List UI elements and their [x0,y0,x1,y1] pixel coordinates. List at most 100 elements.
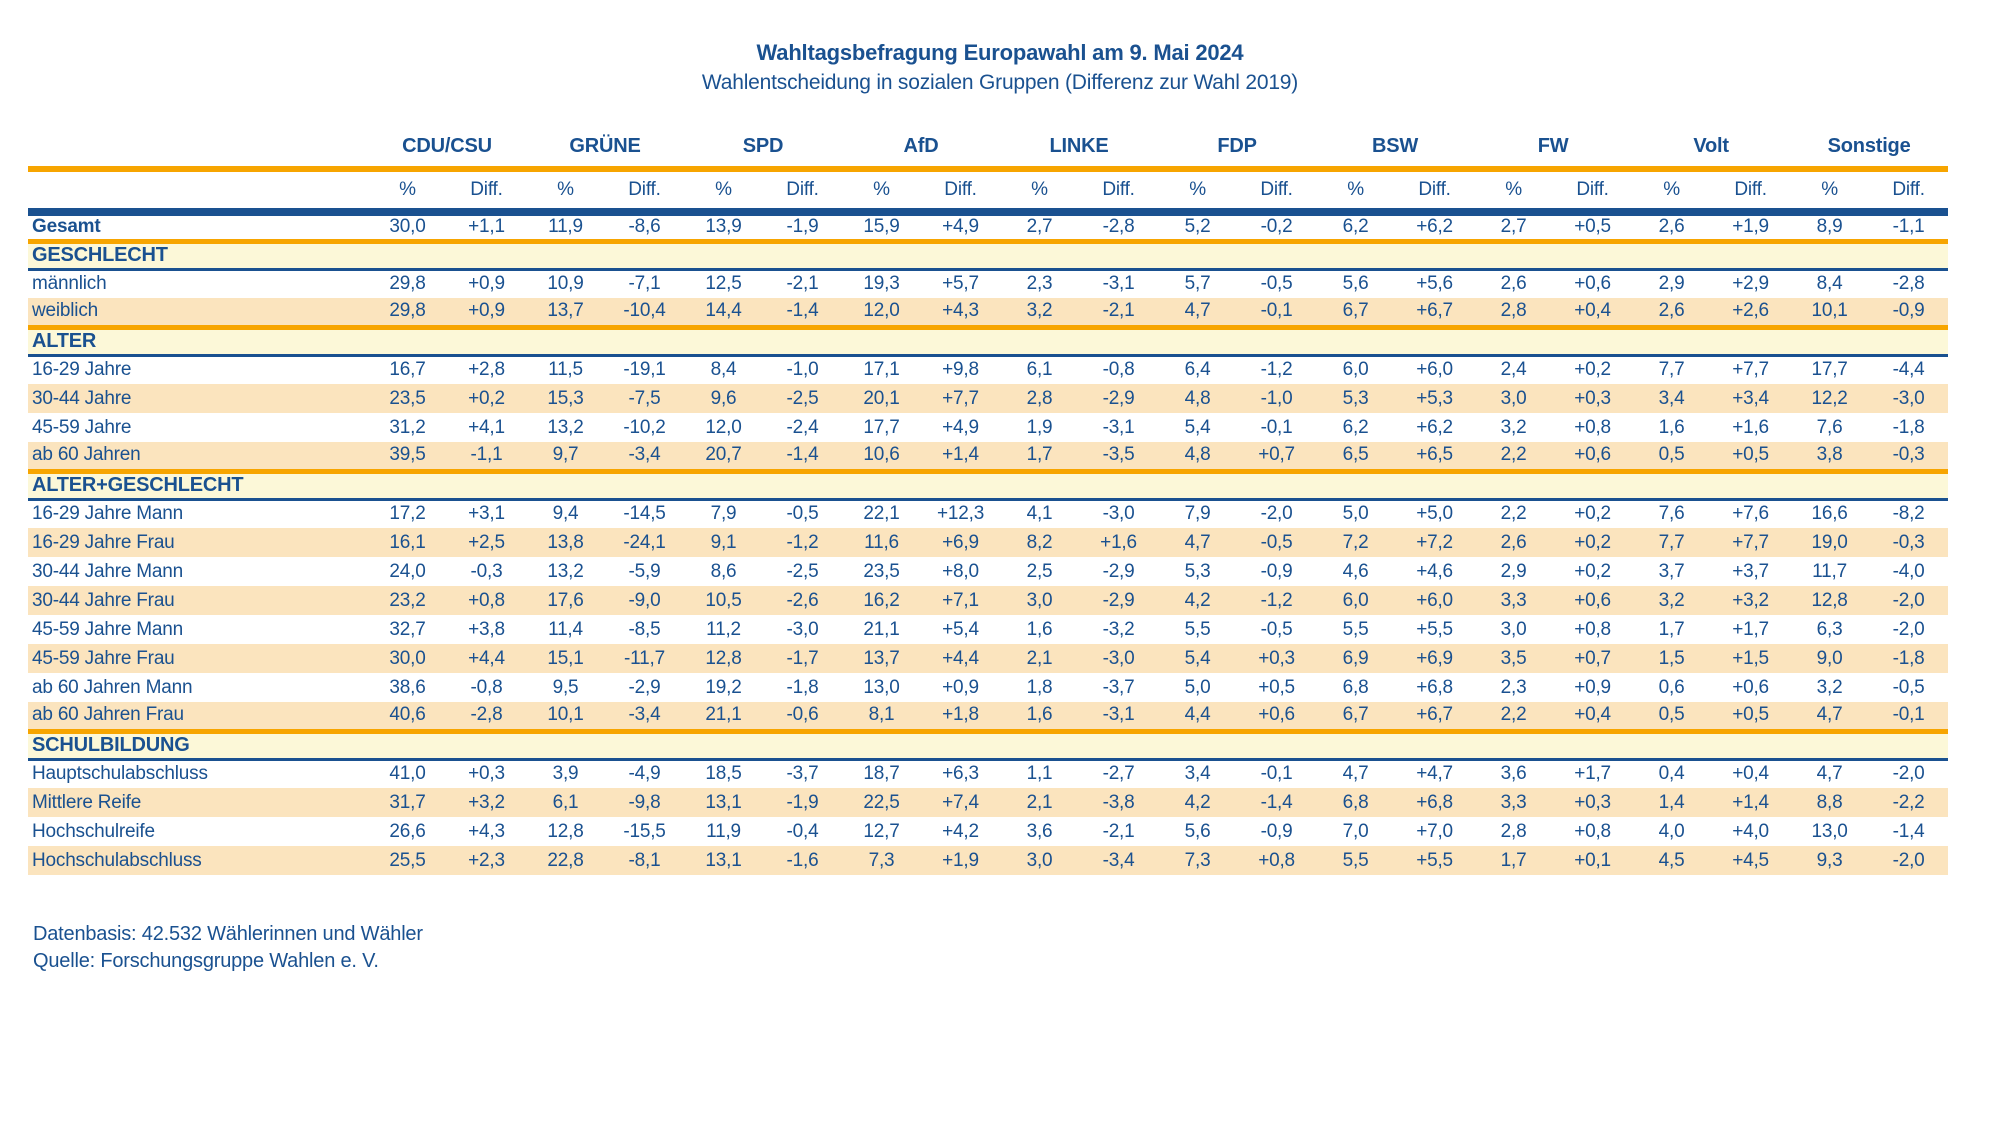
value-volt-percent: 7,6 [1658,503,1685,525]
value-fdp-diff: -0,1 [1260,763,1293,785]
party-header-spd: SPD [684,131,843,172]
value-afd-diff: +4,2 [942,820,979,842]
value-linke-percent: 3,0 [1000,846,1080,875]
value-spd-diff: -3,0 [786,618,819,640]
row-label: Hochschulreife [32,820,155,842]
value-cdu-csu-diff: +0,2 [447,384,526,413]
value-sonstige-percent: 17,7 [1811,359,1848,381]
value-volt-percent: 1,4 [1632,788,1712,817]
value-fw-percent: 2,2 [1474,442,1554,474]
value-gruene-diff: -7,5 [605,384,685,413]
value-bsw-diff: +6,7 [1395,702,1475,734]
row-label: weiblich [28,298,368,330]
value-bsw-diff: +5,5 [1416,618,1453,640]
value-gruene-diff: -8,1 [605,846,685,875]
value-linke-diff: -2,9 [1102,560,1135,582]
value-afd-percent: 11,6 [842,528,922,557]
value-gruene-percent: 10,9 [547,273,584,295]
row-label: 30-44 Jahre [28,384,368,413]
value-volt-diff: +1,6 [1732,416,1769,438]
value-afd-diff: +1,8 [921,702,1001,734]
value-spd-diff: -1,2 [763,528,843,557]
value-spd-percent: 12,0 [705,416,742,438]
section-banner-row: GESCHLECHT [28,241,1949,271]
table-row-mittlere-reife: Mittlere Reife 31,7 +3,2 6,1 -9,8 13,1 -1,9 22,… [28,788,1949,817]
value-spd-percent: 14,4 [684,298,764,330]
value-gruene-percent: 13,2 [547,560,584,582]
subheader-percent-linke: % [1000,169,1080,216]
value-fw-diff: +0,6 [1574,273,1611,295]
party-header-gruene: GRÜNE [526,131,685,172]
value-linke-percent: 1,6 [1026,618,1053,640]
value-fw-percent: 2,6 [1474,528,1554,557]
value-spd-percent: 9,1 [684,528,764,557]
row-label: ab 60 Jahren [28,442,368,474]
value-fdp-diff: -1,2 [1237,586,1317,615]
value-spd-diff: -0,4 [786,820,819,842]
value-bsw-diff: +6,2 [1416,416,1453,438]
value-fdp-percent: 4,7 [1158,528,1238,557]
value-fdp-diff: -1,4 [1237,788,1317,817]
value-sonstige-percent: 4,7 [1790,702,1870,734]
value-bsw-diff: +6,9 [1395,644,1475,673]
party-header-linke: LINKE [1000,131,1159,172]
value-gruene-percent: 22,8 [526,846,605,875]
row-label: 30-44 Jahre Mann [32,560,184,582]
value-fdp-percent: 5,3 [1184,560,1211,582]
value-linke-diff: -3,5 [1079,442,1159,474]
page-subtitle: Wahlentscheidung in sozialen Gruppen (Di… [701,71,1299,94]
value-cdu-csu-percent: 30,0 [368,644,447,673]
value-linke-diff: -3,1 [1102,273,1135,295]
value-sonstige-percent: 12,8 [1790,586,1870,615]
value-volt-diff: +1,4 [1711,788,1791,817]
value-afd-diff: +7,7 [921,384,1001,413]
table-row-hauptschulabschluss: Hauptschulabschluss 41,0 +0,3 3,9 -4,9 18,5 -3… [28,759,1948,788]
value-spd-diff: -1,6 [763,846,843,875]
value-fw-diff: +0,2 [1574,359,1611,381]
value-spd-percent: 13,9 [684,212,764,244]
value-gruene-diff: -3,4 [605,702,685,734]
row-label: 16-29 Jahre [32,359,132,381]
value-bsw-percent: 4,6 [1342,560,1369,582]
row-label: ab 60 Jahren Frau [28,702,368,734]
value-sonstige-diff: -0,3 [1869,528,1949,557]
value-afd-percent: 17,7 [863,416,900,438]
value-gruene-percent: 12,8 [547,820,584,842]
value-spd-percent: 12,8 [684,644,764,673]
value-afd-percent: 20,1 [842,384,922,413]
value-gruene-diff: -8,5 [628,618,661,640]
value-linke-percent: 2,5 [1026,560,1053,582]
value-sonstige-percent: 16,6 [1811,503,1848,525]
value-fdp-diff: -1,2 [1260,359,1293,381]
value-linke-percent: 2,1 [1000,788,1080,817]
value-cdu-csu-diff: +2,5 [447,528,526,557]
value-linke-diff: -2,9 [1079,384,1159,413]
row-label: Gesamt [28,212,368,244]
value-volt-percent: 3,4 [1632,384,1712,413]
data-basis-note: Datenbasis: 42.532 Wählerinnen und Wähle… [33,923,423,945]
value-spd-percent: 21,1 [684,702,764,734]
value-fw-diff: +0,3 [1553,384,1633,413]
value-linke-diff: -2,1 [1079,298,1159,330]
row-label: Mittlere Reife [28,788,368,817]
table-row-ab-60-jahren-frau: ab 60 Jahren Frau 40,6 -2,8 10,1 -3,4 21,1 -0,… [28,702,1949,734]
value-spd-percent: 19,2 [705,676,742,698]
subheader-diff-volt: Diff. [1711,169,1791,216]
value-volt-diff: +4,0 [1732,820,1769,842]
value-bsw-diff: +5,0 [1416,503,1453,525]
value-fdp-percent: 4,2 [1158,788,1238,817]
subheader-percent-bsw: % [1316,169,1396,216]
table-row-hochschulabschluss: Hochschulabschluss 25,5 +2,3 22,8 -8,1 13,1 -1… [28,846,1949,875]
value-afd-diff: +4,9 [921,212,1001,244]
subheader-diff-cdu-csu: Diff. [447,169,526,216]
subheader-percent-gruene: % [526,169,605,216]
value-cdu-csu-diff: -2,8 [447,702,526,734]
value-volt-diff: +1,5 [1711,644,1791,673]
value-gruene-diff: -3,4 [605,442,685,474]
value-sonstige-diff: -4,0 [1892,560,1925,582]
value-cdu-csu-percent: 23,2 [368,586,447,615]
row-label: 45-59 Jahre Frau [28,644,368,673]
value-bsw-percent: 6,2 [1342,416,1369,438]
value-afd-percent: 15,9 [842,212,922,244]
value-fdp-diff: +0,8 [1237,846,1317,875]
